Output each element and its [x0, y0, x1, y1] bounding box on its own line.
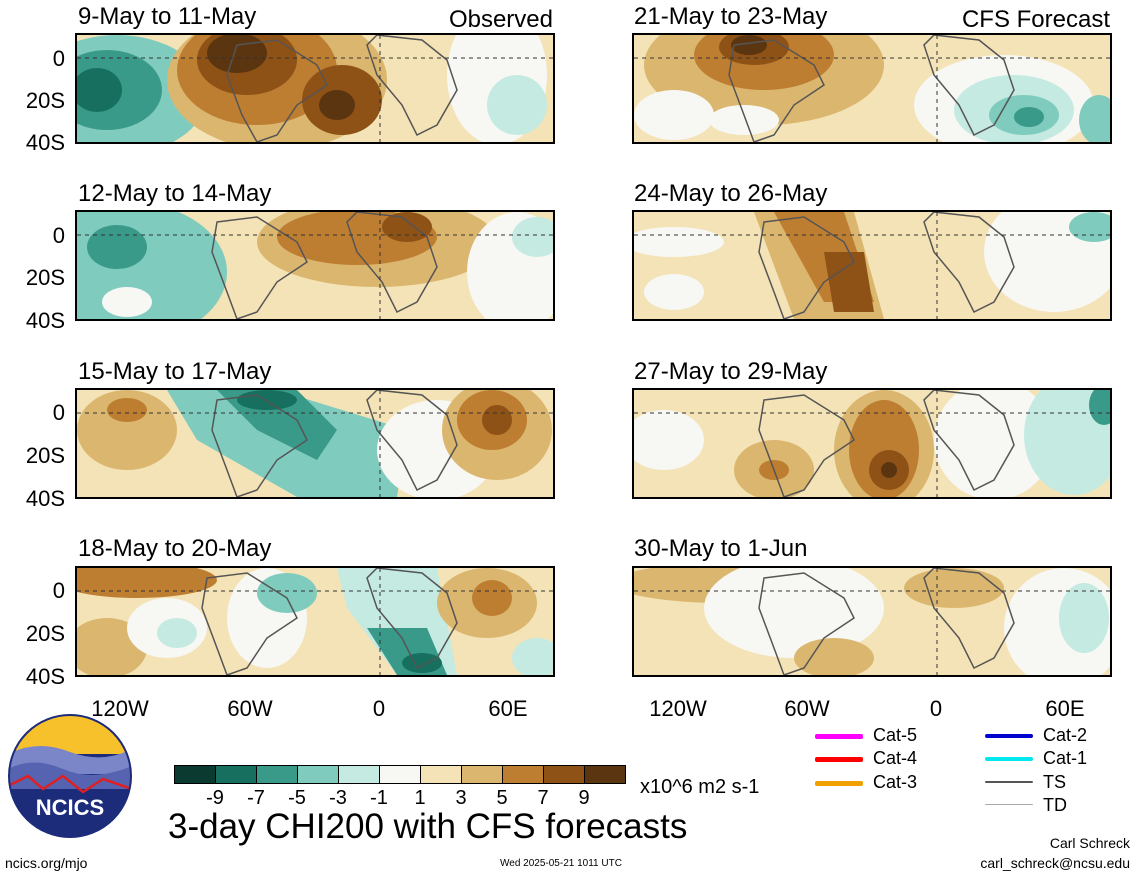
colorbar-tick: 7	[537, 787, 549, 809]
panel-title-left-4: 18-May to 20-May	[78, 535, 272, 562]
forecast-column-label: CFS Forecast	[961, 6, 1110, 33]
y-label-0-left-4: 0	[52, 578, 65, 603]
legend-swatch	[985, 757, 1033, 761]
legend-swatch	[815, 781, 863, 786]
colorbar-tick: 5	[496, 787, 508, 809]
colorbar-tick: -9	[206, 787, 224, 809]
legend-swatch	[985, 804, 1033, 805]
x-label-60w-right: 60W	[784, 696, 830, 721]
legend-swatch	[985, 734, 1033, 738]
colorbar-tick: 3	[455, 787, 467, 809]
legend-swatch	[815, 734, 863, 739]
y-label-40s-left-3: 40S	[25, 486, 65, 511]
colorbar-box-9	[502, 765, 544, 784]
map-panel-left-3	[75, 388, 555, 499]
panel-title-right-1: 21-May to 23-May	[634, 3, 828, 30]
x-label-120w-left: 120W	[91, 696, 149, 721]
y-label-40s-left-1: 40S	[25, 130, 65, 155]
ncics-logo: NCICS	[8, 714, 132, 838]
x-label-60w-left: 60W	[227, 696, 273, 721]
panel-title-right-2: 24-May to 26-May	[634, 180, 828, 207]
x-label-0-left: 0	[372, 696, 386, 721]
legend-label: Cat-5	[873, 725, 918, 745]
colorbar-tick: -1	[370, 787, 388, 809]
main-title: 3-day CHI200 with CFS forecasts	[168, 807, 688, 846]
y-label-20s-left-4: 20S	[25, 621, 65, 646]
panel-title-left-2: 12-May to 14-May	[78, 180, 272, 207]
y-label-20s-left-1: 20S	[25, 88, 65, 113]
legend-label: Cat-3	[873, 772, 918, 792]
map-panel-left-2	[75, 210, 555, 321]
map-panel-left-4	[75, 566, 555, 677]
colorbar-tick: -7	[247, 787, 265, 809]
y-label-0-left-3: 0	[52, 400, 65, 425]
colorbar-box-1	[174, 765, 216, 784]
y-label-40s-left-4: 40S	[25, 664, 65, 689]
colorbar-box-3	[256, 765, 298, 784]
colorbar-box-10	[543, 765, 585, 784]
legend-swatch	[815, 757, 863, 762]
panel-title-right-3: 27-May to 29-May	[634, 358, 828, 385]
legend-label: Cat-1	[1043, 748, 1088, 768]
y-label-20s-left-2: 20S	[25, 265, 65, 290]
map-panel-right-4	[632, 566, 1112, 677]
colorbar-units: x10^6 m2 s-1	[640, 776, 760, 798]
panel-title-right-4: 30-May to 1-Jun	[634, 535, 808, 562]
map-panel-right-1	[632, 33, 1112, 144]
x-label-60e-right: 60E	[1045, 696, 1085, 721]
footer-timestamp: Wed 2025-05-21 1011 UTC	[500, 858, 622, 869]
y-label-0-left-1: 0	[52, 46, 65, 71]
y-label-40s-left-2: 40S	[25, 308, 65, 333]
map-panel-right-2	[632, 210, 1112, 321]
author-name: Carl Schreck	[1049, 835, 1130, 851]
colorbar-box-11	[584, 765, 626, 784]
colorbar-tick: -5	[288, 787, 306, 809]
legend-label: TD	[1043, 795, 1067, 815]
colorbar-box-7	[420, 765, 462, 784]
map-panel-left-1	[75, 33, 555, 144]
colorbar-box-6	[379, 765, 421, 784]
logo-text: NCICS	[36, 795, 104, 820]
x-label-120w-right: 120W	[649, 696, 707, 721]
x-label-0-right: 0	[929, 696, 943, 721]
colorbar-tick: 1	[414, 787, 426, 809]
colorbar-tick: 9	[578, 787, 590, 809]
legend-label: Cat-4	[873, 748, 918, 768]
y-label-0-left-2: 0	[52, 223, 65, 248]
colorbar-tick: -3	[329, 787, 347, 809]
y-label-20s-left-3: 20S	[25, 443, 65, 468]
footer-url: ncics.org/mjo	[5, 855, 88, 871]
colorbar-box-8	[461, 765, 503, 784]
observed-column-label: Observed	[448, 6, 553, 33]
map-panel-right-3	[632, 388, 1112, 499]
author-email: carl_schreck@ncsu.edu	[980, 855, 1130, 871]
legend-label: TS	[1043, 772, 1067, 792]
colorbar-box-2	[215, 765, 257, 784]
colorbar-box-4	[297, 765, 339, 784]
legend-swatch	[985, 781, 1033, 783]
panel-title-left-1: 9-May to 11-May	[78, 3, 257, 30]
x-label-60e-left: 60E	[488, 696, 528, 721]
panel-title-left-3: 15-May to 17-May	[78, 358, 272, 385]
legend-label: Cat-2	[1043, 725, 1088, 745]
colorbar-box-5	[338, 765, 380, 784]
